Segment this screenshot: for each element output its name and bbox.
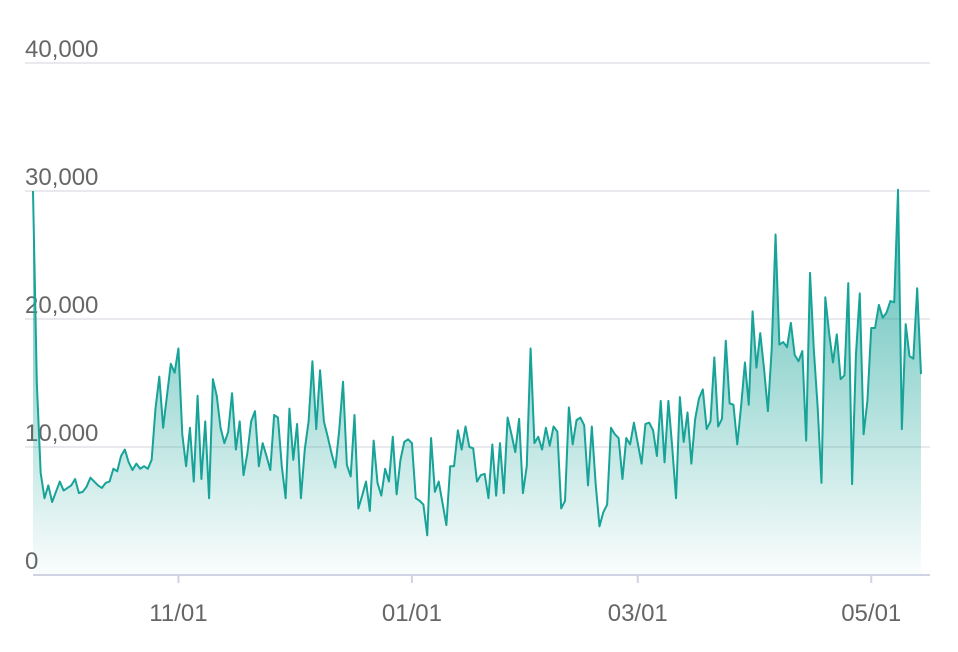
x-tick-label: 03/01: [608, 600, 668, 627]
x-tick-label: 05/01: [841, 600, 901, 627]
y-tick-label: 30,000: [25, 164, 98, 191]
x-tick-label: 11/01: [149, 600, 207, 627]
x-tick-label: 01/01: [382, 600, 442, 627]
y-tick-label: 40,000: [25, 36, 98, 63]
y-tick-label: 20,000: [25, 292, 98, 319]
line: [32, 188, 922, 537]
area: [33, 189, 921, 575]
